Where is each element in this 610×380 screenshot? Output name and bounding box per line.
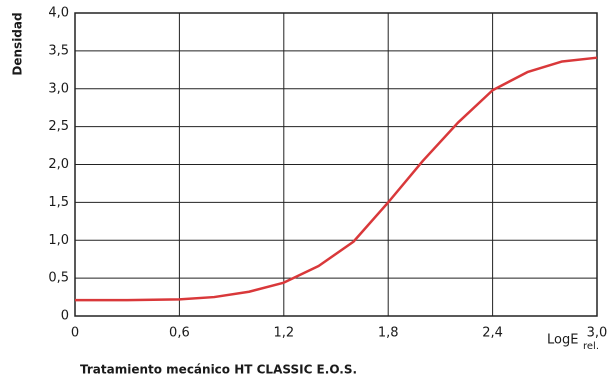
y-tick-label: 0 (61, 309, 69, 324)
x-tick-label: 1,2 (273, 326, 294, 341)
y-tick-label: 1,5 (48, 195, 69, 210)
curve (75, 56, 598, 302)
y-tick-label: 4,0 (48, 6, 69, 21)
y-axis-label: Densidad (11, 12, 25, 75)
caption: Tratamiento mecánico HT CLASSIC E.O.S. (80, 363, 357, 377)
y-tick-label: 2,0 (48, 157, 69, 172)
y-tick-label: 1,0 (48, 233, 69, 248)
x-tick-label: 0,6 (169, 326, 190, 341)
x-tick-label: 3,0 (587, 326, 608, 341)
y-tick-label: 2,5 (48, 119, 69, 134)
x-tick-label: 1,8 (378, 326, 399, 341)
x-tick-label: 0 (71, 326, 79, 341)
x-axis-label-sub: rel. (583, 341, 599, 352)
x-axis-label: LogE (547, 333, 578, 348)
y-tick-label: 3,5 (48, 43, 69, 58)
y-tick-label: 0,5 (48, 271, 69, 286)
x-tick-label: 2,4 (482, 326, 503, 341)
y-tick-label: 3,0 (48, 81, 69, 96)
